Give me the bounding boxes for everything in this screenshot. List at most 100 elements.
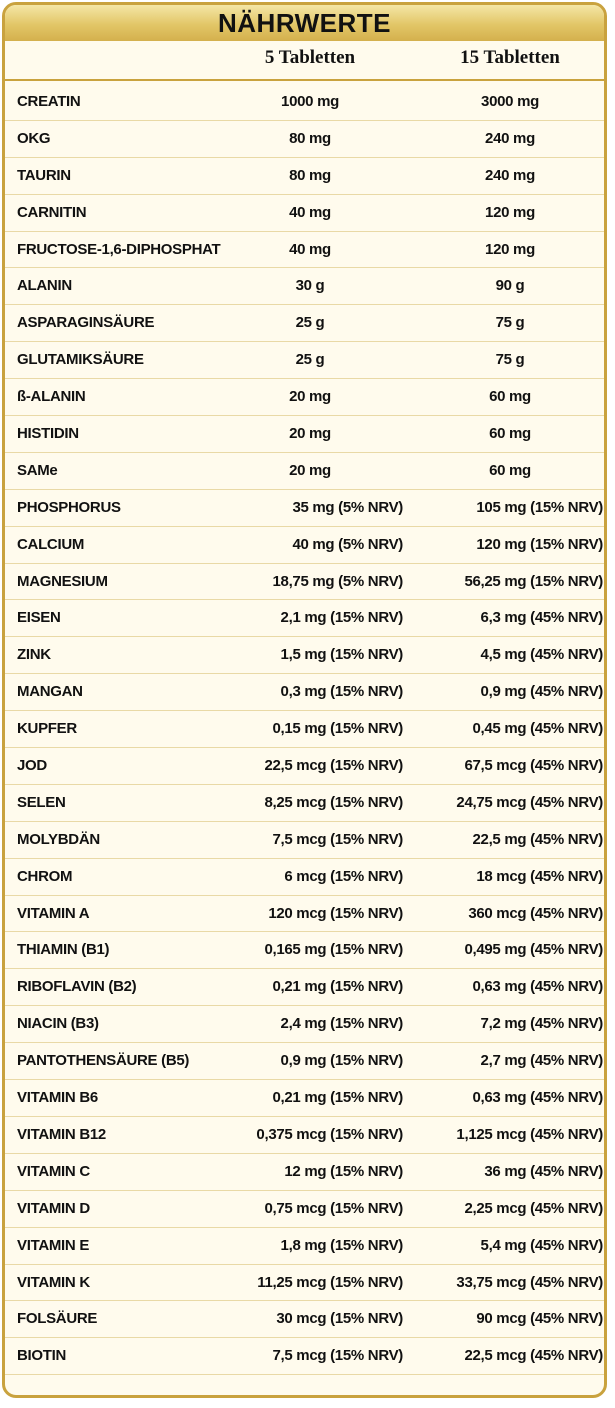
amount-15-tablets: 4,5 mg (45% NRV) — [480, 646, 604, 664]
nutrient-name: SELEN — [17, 793, 66, 811]
amount-5-tablets: 80 mg — [289, 166, 331, 184]
nutrient-name: MANGAN — [17, 683, 83, 701]
amount-5-tablets: 40 mg — [289, 240, 331, 258]
amount-15-tablets: 2,7 mg (45% NRV) — [480, 1052, 604, 1070]
nutrient-name: CARNITIN — [17, 203, 87, 221]
table-row: TAURIN 80 mg 240 mg — [5, 158, 604, 195]
amount-5-tablets: 1,8 mg (15% NRV) — [280, 1236, 404, 1254]
amount-5-tablets: 0,165 mg (15% NRV) — [264, 941, 403, 959]
amount-15-tablets: 0,45 mg (45% NRV) — [472, 720, 603, 738]
amount-15-tablets: 18 mcg (45% NRV) — [476, 867, 603, 885]
amount-15-tablets: 105 mg (15% NRV) — [476, 498, 603, 516]
nutrient-name: VITAMIN B12 — [17, 1125, 106, 1143]
table-row: OKG 80 mg 240 mg — [5, 121, 604, 158]
nutrient-name: ZINK — [17, 646, 51, 664]
table-row: PANTOTHENSÄURE (B5) 0,9 mg (15% NRV) 2,7 m… — [5, 1043, 604, 1081]
table-row: CARNITIN 40 mg 120 mg — [5, 195, 604, 232]
amount-15-tablets: 75 g — [495, 314, 525, 332]
amount-15-tablets: 240 mg — [485, 166, 535, 184]
table-row: BIOTIN 7,5 mcg (15% NRV) 22,5 mcg (45% NRV… — [5, 1338, 604, 1376]
amount-15-tablets: 2,25 mcg (45% NRV) — [464, 1199, 603, 1217]
amount-5-tablets: 7,5 mcg (15% NRV) — [272, 830, 403, 848]
nutrient-name: MOLYBDÄN — [17, 830, 100, 848]
nutrient-name: BIOTIN — [17, 1347, 67, 1365]
amount-5-tablets: 1000 mg — [281, 93, 339, 110]
nutrient-name: ß-ALANIN — [17, 388, 86, 406]
amount-5-tablets: 8,25 mcg (15% NRV) — [264, 793, 403, 811]
amount-15-tablets: 90 mcg (45% NRV) — [476, 1310, 603, 1328]
table-row: EISEN 2,1 mg (15% NRV) 6,3 mg (45% NRV) — [5, 600, 604, 638]
amount-15-tablets: 5,4 mg (45% NRV) — [480, 1236, 604, 1254]
nutrient-name: PHOSPHORUS — [17, 498, 121, 516]
amount-15-tablets: 0,495 mg (45% NRV) — [464, 941, 603, 959]
amount-5-tablets: 1,5 mg (15% NRV) — [280, 646, 404, 664]
nutrient-name: NIACIN (B3) — [17, 1015, 99, 1033]
amount-5-tablets: 2,1 mg (15% NRV) — [280, 609, 404, 627]
table-row: CREATIN 1000 mg 3000 mg — [5, 84, 604, 121]
amount-5-tablets: 40 mg — [289, 203, 331, 221]
amount-15-tablets: 36 mg (45% NRV) — [484, 1162, 603, 1180]
table-row: THIAMIN (B1) 0,165 mg (15% NRV) 0,495 mg (… — [5, 932, 604, 970]
nutrient-name: ASPARAGINSÄURE — [17, 314, 155, 332]
table-body: CREATIN 1000 mg 3000 mg OKG 80 mg 240 mg TAURI… — [5, 84, 604, 1376]
title-band: NÄHRWERTE — [5, 5, 604, 41]
nutrient-name: PANTOTHENSÄURE (B5) — [17, 1052, 190, 1070]
column-header-15-tablets: 15 Tabletten — [460, 47, 560, 68]
amount-5-tablets: 0,21 mg (15% NRV) — [272, 978, 403, 996]
amount-15-tablets: 360 mcg (45% NRV) — [468, 904, 603, 922]
amount-5-tablets: 12 mg (15% NRV) — [284, 1162, 403, 1180]
table-title: NÄHRWERTE — [217, 8, 392, 38]
table-row: SELEN 8,25 mcg (15% NRV) 24,75 mcg (45% NR… — [5, 785, 604, 822]
header-divider — [5, 79, 604, 81]
amount-5-tablets: 80 mg — [289, 129, 331, 147]
amount-5-tablets: 11,25 mcg (15% NRV) — [257, 1273, 403, 1291]
amount-5-tablets: 2,4 mg (15% NRV) — [280, 1015, 404, 1033]
amount-5-tablets: 0,9 mg (15% NRV) — [280, 1052, 404, 1070]
amount-15-tablets: 67,5 mcg (45% NRV) — [464, 757, 603, 775]
amount-15-tablets: 6,3 mg (45% NRV) — [480, 609, 604, 627]
nutrient-name: FOLSÄURE — [17, 1310, 98, 1328]
amount-15-tablets: 22,5 mg (45% NRV) — [472, 830, 603, 848]
amount-15-tablets: 120 mg — [485, 240, 535, 258]
amount-15-tablets: 7,2 mg (45% NRV) — [480, 1015, 604, 1033]
nutrient-name: CALCIUM — [17, 535, 85, 553]
nutrition-table: NÄHRWERTE 5 Tabletten 15 Tabletten CREAT… — [2, 2, 607, 1398]
nutrient-name: FRUCTOSE-1,6-DIPHOSPHAT — [17, 240, 221, 258]
table-row: ASPARAGINSÄURE 25 g 75 g — [5, 305, 604, 343]
nutrient-name: MAGNESIUM — [17, 572, 108, 590]
amount-15-tablets: 60 mg — [489, 461, 531, 479]
nutrient-name: CHROM — [17, 867, 73, 885]
amount-5-tablets: 7,5 mcg (15% NRV) — [272, 1347, 403, 1365]
amount-15-tablets: 0,63 mg (45% NRV) — [472, 978, 603, 996]
amount-5-tablets: 0,15 mg (15% NRV) — [272, 720, 403, 738]
nutrient-name: EISEN — [17, 609, 61, 627]
amount-5-tablets: 120 mcg (15% NRV) — [268, 904, 403, 922]
amount-5-tablets: 20 mg — [289, 388, 331, 406]
table-row: VITAMIN B12 0,375 mcg (15% NRV) 1,125 mcg … — [5, 1117, 604, 1154]
amount-15-tablets: 120 mg — [485, 203, 535, 221]
nutrient-name: VITAMIN C — [17, 1162, 90, 1180]
table-row: KUPFER 0,15 mg (15% NRV) 0,45 mg (45% NRV) — [5, 711, 604, 749]
nutrient-name: KUPFER — [17, 720, 77, 738]
nutrient-name: GLUTAMIKSÄURE — [17, 351, 144, 369]
column-header-5-tablets: 5 Tabletten — [264, 47, 356, 68]
amount-15-tablets: 24,75 mcg (45% NRV) — [456, 793, 603, 811]
table-row: PHOSPHORUS 35 mg (5% NRV) 105 mg (15% NRV) — [5, 490, 604, 527]
table-row: VITAMIN B6 0,21 mg (15% NRV) 0,63 mg (45% … — [5, 1080, 604, 1117]
table-row: VITAMIN A 120 mcg (15% NRV) 360 mcg (45% N… — [5, 896, 604, 933]
nutrient-name: RIBOFLAVIN (B2) — [17, 978, 137, 996]
nutrient-name: VITAMIN B6 — [17, 1089, 98, 1107]
table-row: FRUCTOSE-1,6-DIPHOSPHAT 40 mg 120 mg — [5, 232, 604, 269]
table-row: VITAMIN D 0,75 mcg (15% NRV) 2,25 mcg (45%… — [5, 1191, 604, 1228]
table-row: JOD 22,5 mcg (15% NRV) 67,5 mcg (45% NRV) — [5, 748, 604, 785]
amount-5-tablets: 0,375 mcg (15% NRV) — [256, 1125, 403, 1143]
amount-5-tablets: 6 mcg (15% NRV) — [284, 867, 403, 885]
amount-5-tablets: 25 g — [295, 351, 325, 369]
amount-15-tablets: 33,75 mcg (45% NRV) — [456, 1273, 603, 1291]
table-row: VITAMIN K 11,25 mcg (15% NRV) 33,75 mcg (4… — [5, 1265, 604, 1302]
nutrient-name: CREATIN — [17, 93, 81, 110]
nutrient-name: VITAMIN D — [17, 1199, 90, 1217]
nutrient-name: VITAMIN K — [17, 1273, 90, 1291]
amount-15-tablets: 22,5 mcg (45% NRV) — [464, 1347, 603, 1365]
table-row: CHROM 6 mcg (15% NRV) 18 mcg (45% NRV) — [5, 859, 604, 896]
